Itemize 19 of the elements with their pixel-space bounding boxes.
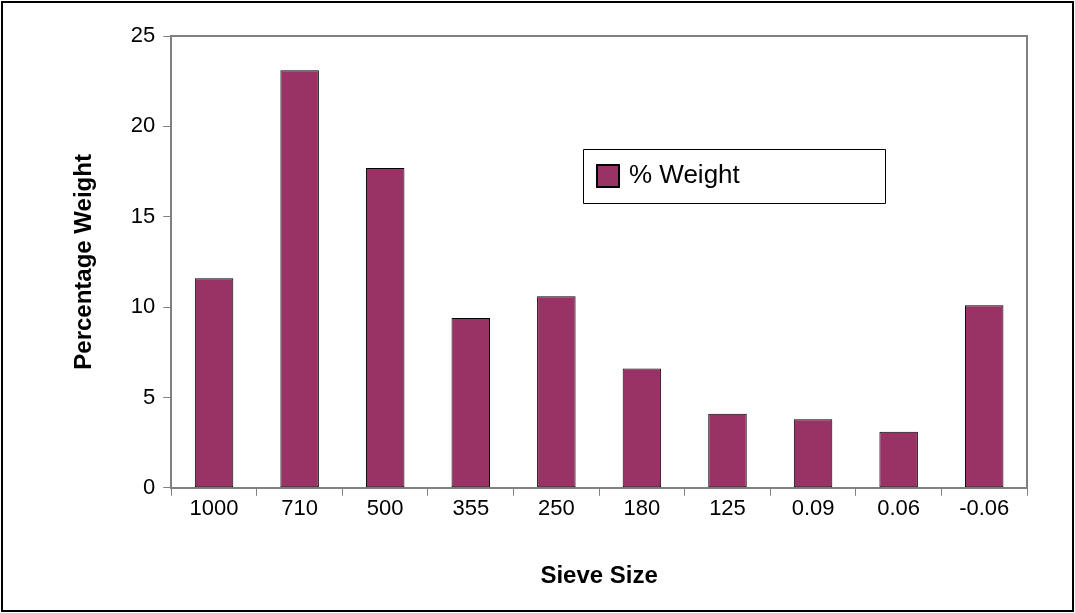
- y-tick-label: 15: [130, 202, 156, 228]
- x-axis-title: Sieve Size: [540, 561, 658, 589]
- x-tick-label: 500: [366, 495, 404, 521]
- x-tick-label: 125: [709, 495, 746, 521]
- x-tick-label: -0.06: [959, 495, 1010, 521]
- x-tick-label: 710: [281, 495, 318, 521]
- x-tick-label: 1000: [189, 495, 239, 521]
- x-tick-label: 0.09: [791, 495, 835, 521]
- y-tick-label: 25: [130, 22, 156, 48]
- y-tick-label: 20: [130, 112, 156, 138]
- y-tick-label: 10: [130, 293, 156, 319]
- legend-label: % Weight: [629, 159, 741, 190]
- y-tick-label: 0: [143, 473, 156, 499]
- x-tick-label: 0.06: [877, 495, 921, 521]
- y-axis-title: Percentage Weight: [69, 154, 97, 370]
- y-tick-label: 5: [143, 383, 156, 409]
- x-tick-label: 355: [452, 495, 490, 521]
- x-tick-label: 180: [623, 495, 661, 521]
- x-tick-label: 250: [537, 495, 575, 521]
